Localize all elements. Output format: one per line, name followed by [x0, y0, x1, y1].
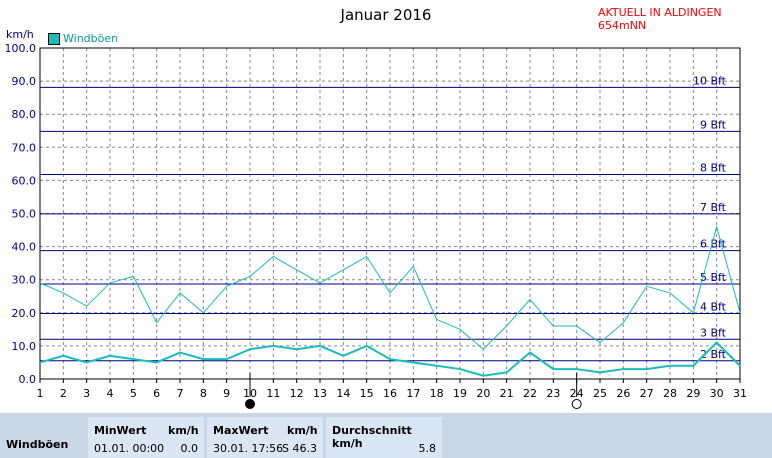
beaufort-label: 9 Bft [700, 118, 727, 131]
avg-header: Durchschnitt km/h [332, 424, 412, 450]
y-tick-label: 80.0 [12, 108, 37, 121]
x-tick-label: 20 [476, 387, 490, 400]
min-time: 01.01. 00:00 [94, 442, 165, 455]
full-moon-icon [571, 399, 582, 409]
x-tick-label: 22 [523, 387, 537, 400]
stats-row-label: Windböen [6, 438, 69, 451]
x-tick-label: 5 [130, 387, 137, 400]
beaufort-label: 8 Bft [700, 161, 727, 174]
max-value: S 46.3 [282, 442, 317, 455]
min-value: 0.0 [180, 442, 199, 455]
x-tick-label: 1 [37, 387, 44, 400]
legend-label: Windböen [63, 32, 119, 45]
y-tick-label: 40.0 [12, 241, 37, 254]
max-header: MaxWert [213, 424, 269, 437]
x-tick-label: 2 [60, 387, 67, 400]
x-tick-label: 18 [430, 387, 444, 400]
max-cell: MaxWert km/h 30.01. 17:56 S 46.3 [207, 417, 323, 458]
wind-chart: 0.0 10.0 20.0 30.0 40.0 50.0 60.0 70.0 80.0 90.0 1… [5, 42, 747, 409]
x-tick-label: 21 [500, 387, 514, 400]
x-tick-label: 16 [383, 387, 397, 400]
y-tick-label: 50.0 [12, 208, 37, 221]
min-cell: MinWert km/h 01.01. 00:00 0.0 [88, 417, 204, 458]
y-tick-label: 90.0 [12, 75, 37, 88]
x-tick-label: 12 [290, 387, 304, 400]
x-tick-label: 28 [663, 387, 677, 400]
beaufort-label: 2 Bft [700, 348, 727, 361]
x-tick-label: 31 [733, 387, 747, 400]
x-tick-label: 14 [336, 387, 350, 400]
x-tick-label: 13 [313, 387, 327, 400]
beaufort-label: 7 Bft [700, 201, 727, 214]
max-gust-line [39, 224, 741, 350]
x-tick-label: 19 [453, 387, 467, 400]
x-tick-label: 8 [200, 387, 207, 400]
station-label: AKTUELL IN ALDINGEN 654mNN [598, 6, 722, 32]
x-tick-label: 9 [223, 387, 230, 400]
max-unit: km/h [287, 424, 318, 437]
x-tick-label: 26 [616, 387, 630, 400]
x-tick-label: 3 [83, 387, 90, 400]
beaufort-label: 3 Bft [700, 326, 727, 339]
avg-cell: Durchschnitt km/h 5.8 [326, 417, 442, 458]
y-tick-label: 60.0 [12, 174, 37, 187]
x-tick-label: 27 [640, 387, 654, 400]
avg-value: 5.8 [418, 442, 437, 455]
y-tick-label: 30.0 [12, 274, 37, 287]
y-tick-label: 0.0 [19, 373, 37, 386]
x-tick-label: 17 [406, 387, 420, 400]
stats-panel: Windböen MinWert km/h 01.01. 00:00 0.0 M… [0, 413, 772, 458]
x-tick-label: 15 [360, 387, 374, 400]
x-tick-label: 25 [593, 387, 607, 400]
beaufort-label: 10 Bft [693, 74, 727, 87]
max-time: 30.01. 17:56 [213, 442, 284, 455]
min-header: MinWert [94, 424, 147, 437]
min-unit: km/h [168, 424, 199, 437]
x-tick-label: 29 [686, 387, 700, 400]
x-tick-label: 6 [153, 387, 160, 400]
x-tick-label: 11 [266, 387, 280, 400]
chart-title: Januar 2016 [340, 6, 432, 24]
y-tick-label: 10.0 [12, 340, 37, 353]
x-tick-label: 4 [107, 387, 114, 400]
mean-gust-line [39, 341, 741, 377]
y-tick-label: 100.0 [5, 42, 37, 55]
y-tick-label: 20.0 [12, 307, 37, 320]
y-axis-unit: km/h [6, 28, 34, 41]
new-moon-icon [245, 399, 255, 409]
legend-swatch [48, 32, 60, 45]
x-tick-label: 30 [710, 387, 724, 400]
beaufort-label: 4 Bft [700, 300, 727, 313]
beaufort-label: 5 Bft [700, 271, 727, 284]
x-tick-label: 7 [177, 387, 184, 400]
x-tick-label: 23 [546, 387, 560, 400]
y-tick-label: 70.0 [12, 141, 37, 154]
legend: Windböen [48, 32, 118, 45]
